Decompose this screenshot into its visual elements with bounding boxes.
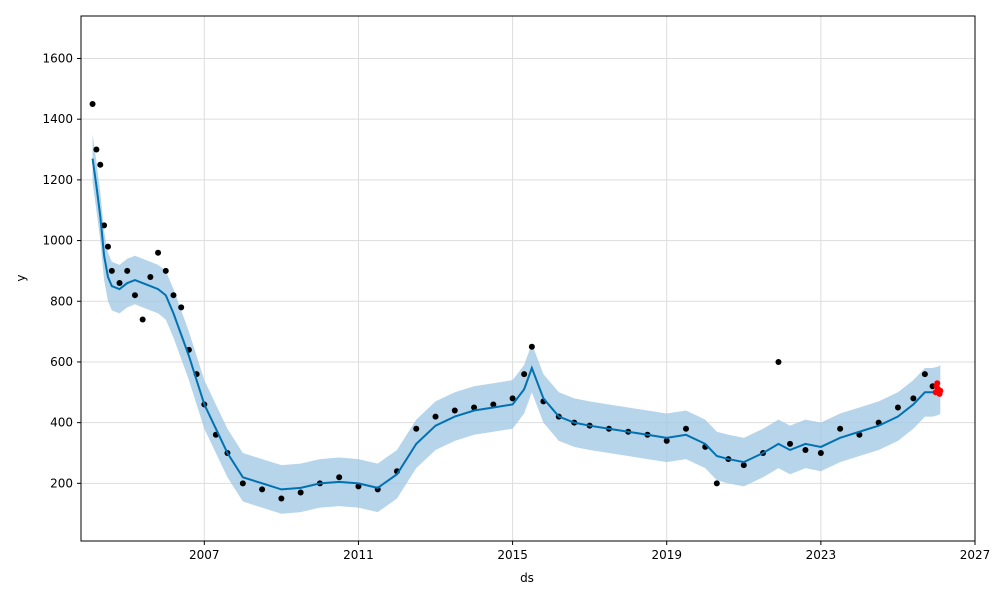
observation-point: [239, 480, 246, 487]
observation-point: [521, 371, 528, 378]
observation-point: [451, 407, 458, 414]
x-tick-label: 2027: [960, 548, 991, 562]
recent-point: [934, 380, 941, 387]
forecast-line-layer: [91, 158, 941, 491]
observation-point: [97, 161, 104, 168]
observation-point: [528, 343, 535, 350]
observation-point: [297, 489, 304, 496]
observation-point: [663, 437, 670, 444]
x-tick-label: 2023: [806, 548, 837, 562]
observation-point: [837, 425, 844, 432]
x-axis-label: ds: [520, 571, 534, 585]
observation-point: [894, 404, 901, 411]
y-axis-label: y: [14, 274, 28, 281]
observation-point: [713, 480, 720, 487]
observation-point: [131, 292, 138, 299]
x-tick-label: 2019: [651, 548, 682, 562]
observation-point: [775, 358, 782, 365]
observation-point: [921, 371, 928, 378]
observation-point: [682, 425, 689, 432]
observation-point: [259, 486, 266, 493]
observation-point: [89, 101, 96, 108]
observation-point: [93, 146, 100, 153]
observation-point: [432, 413, 439, 420]
observation-point: [108, 267, 115, 274]
observation-point: [413, 425, 420, 432]
y-tick-label: 1000: [42, 234, 73, 248]
y-tick-label: 600: [50, 355, 73, 369]
observation-point: [162, 267, 169, 274]
observation-point: [910, 395, 917, 402]
observation-point: [336, 474, 343, 481]
observation-point: [278, 495, 285, 502]
plot-frame: [80, 15, 976, 542]
observation-point: [170, 292, 177, 299]
observation-point: [509, 395, 516, 402]
x-tick-label: 2011: [343, 548, 374, 562]
forecast-line: [91, 158, 941, 491]
observation-point: [817, 449, 824, 456]
observation-point: [740, 462, 747, 469]
observation-points-layer: [89, 101, 936, 502]
observation-point: [124, 267, 131, 274]
observation-point: [490, 401, 497, 408]
observation-point: [856, 431, 863, 438]
y-tick-label: 1600: [42, 51, 73, 65]
observation-point: [471, 404, 478, 411]
observation-point: [139, 316, 146, 323]
y-tick-label: 1200: [42, 173, 73, 187]
observation-point: [104, 243, 111, 250]
observation-point: [802, 446, 809, 453]
observation-point: [155, 249, 162, 256]
observation-point: [787, 440, 794, 447]
y-tick-label: 1400: [42, 112, 73, 126]
y-tick-label: 400: [50, 416, 73, 430]
recent-point: [937, 387, 944, 394]
y-tick-label: 800: [50, 294, 73, 308]
y-tick-label: 200: [50, 476, 73, 490]
plot-area: [81, 16, 975, 541]
x-tick-label: 2015: [497, 548, 528, 562]
y-axis-ticks: 200 400 600 800 1000 1200 1400 1600: [42, 51, 81, 490]
observation-point: [355, 483, 362, 490]
recent-points-layer: [932, 380, 944, 397]
observation-point: [147, 273, 154, 280]
x-tick-label: 2007: [189, 548, 220, 562]
observation-point: [178, 304, 185, 311]
observation-point: [116, 280, 123, 287]
observation-point: [101, 222, 108, 229]
x-axis-ticks: 2007 2011 2015 2019 2023 2027: [189, 541, 990, 562]
